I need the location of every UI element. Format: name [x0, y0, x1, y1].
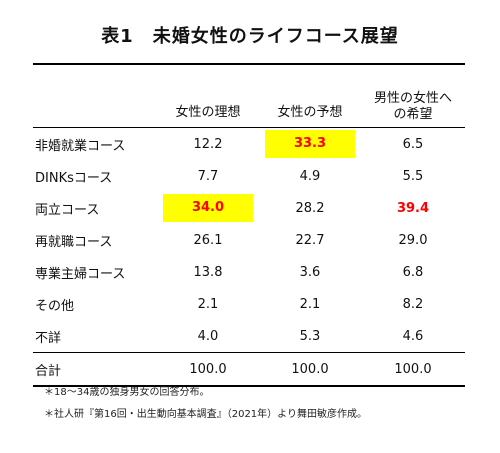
table-cell: 4.6 [402, 328, 424, 344]
life-course-table: 女性の理想 女性の予想 男性の女性へ の希望 非婚就業コース 12.2 33.3… [33, 63, 465, 387]
row-label: DINKsコース [35, 170, 113, 186]
table-cell: 6.5 [361, 127, 465, 160]
table-row: 専業主婦コース 13.8 3.6 6.8 [33, 256, 465, 288]
header-female-ideal: 女性の理想 [157, 63, 259, 128]
total-label: 合計 [33, 352, 157, 387]
highlight-value: 34.0 [163, 194, 253, 222]
total-cell: 100.0 [157, 352, 259, 387]
table-cell: 4.9 [299, 168, 321, 184]
table-row: 不詳 4.0 5.3 4.6 [33, 320, 465, 353]
header-male-hope-line2: の希望 [393, 107, 433, 122]
table-cell: 5.5 [402, 168, 424, 184]
table-header-row: 女性の理想 女性の予想 男性の女性へ の希望 [33, 63, 465, 128]
table-cell: 2.1 [197, 296, 219, 312]
table-row: DINKsコース 7.7 4.9 5.5 [33, 160, 465, 192]
header-female-forecast: 女性の予想 [259, 63, 361, 128]
footnotes: ＊18～34歳の独身男女の回答分布。 ＊社人研『第16回・出生動向基本調査』（2… [44, 382, 367, 426]
table-cell: 22.7 [295, 232, 325, 248]
row-label: 非婚就業コース [33, 127, 157, 160]
row-label: 専業主婦コース [35, 266, 126, 282]
table-cell: 26.1 [193, 232, 223, 248]
table-cell: 6.8 [402, 264, 424, 280]
table-cell: 4.0 [197, 328, 219, 344]
table-total-row: 合計 100.0 100.0 100.0 [33, 352, 465, 387]
row-label: その他 [35, 298, 75, 314]
table-row: 両立コース 34.0 28.2 39.4 [33, 192, 465, 224]
table-cell: 2.1 [299, 296, 321, 312]
row-label: 再就職コース [35, 234, 113, 250]
table-cell: 7.7 [197, 168, 219, 184]
footnote: ＊社人研『第16回・出生動向基本調査』（2021年）より舞田敏彦作成。 [44, 409, 367, 420]
header-male-hope: 男性の女性へ の希望 [361, 63, 465, 128]
highlight-value: 33.3 [265, 130, 355, 158]
header-blank [33, 63, 157, 128]
table-cell-highlighted: 34.0 [157, 192, 259, 224]
footnote: ＊18～34歳の独身男女の回答分布。 [44, 387, 210, 398]
table-cell: 29.0 [398, 232, 428, 248]
header-male-hope-line1: 男性の女性へ [373, 91, 452, 106]
total-cell: 100.0 [259, 352, 361, 387]
table-cell: 13.8 [193, 264, 223, 280]
row-label: 両立コース [35, 202, 100, 218]
row-label: 不詳 [35, 330, 62, 346]
table-row: その他 2.1 2.1 8.2 [33, 288, 465, 320]
table-cell-red: 39.4 [396, 200, 430, 216]
table-cell: 28.2 [295, 200, 325, 216]
table-cell-highlighted: 33.3 [259, 127, 361, 160]
table-row: 非婚就業コース 12.2 33.3 6.5 [33, 127, 465, 160]
table-cell: 8.2 [402, 296, 424, 312]
page-title: 表1 未婚女性のライフコース展望 [101, 26, 399, 47]
table-cell: 3.6 [299, 264, 321, 280]
table-row: 再就職コース 26.1 22.7 29.0 [33, 224, 465, 256]
table-cell: 12.2 [157, 127, 259, 160]
table-cell: 5.3 [299, 328, 321, 344]
total-cell: 100.0 [361, 352, 465, 387]
